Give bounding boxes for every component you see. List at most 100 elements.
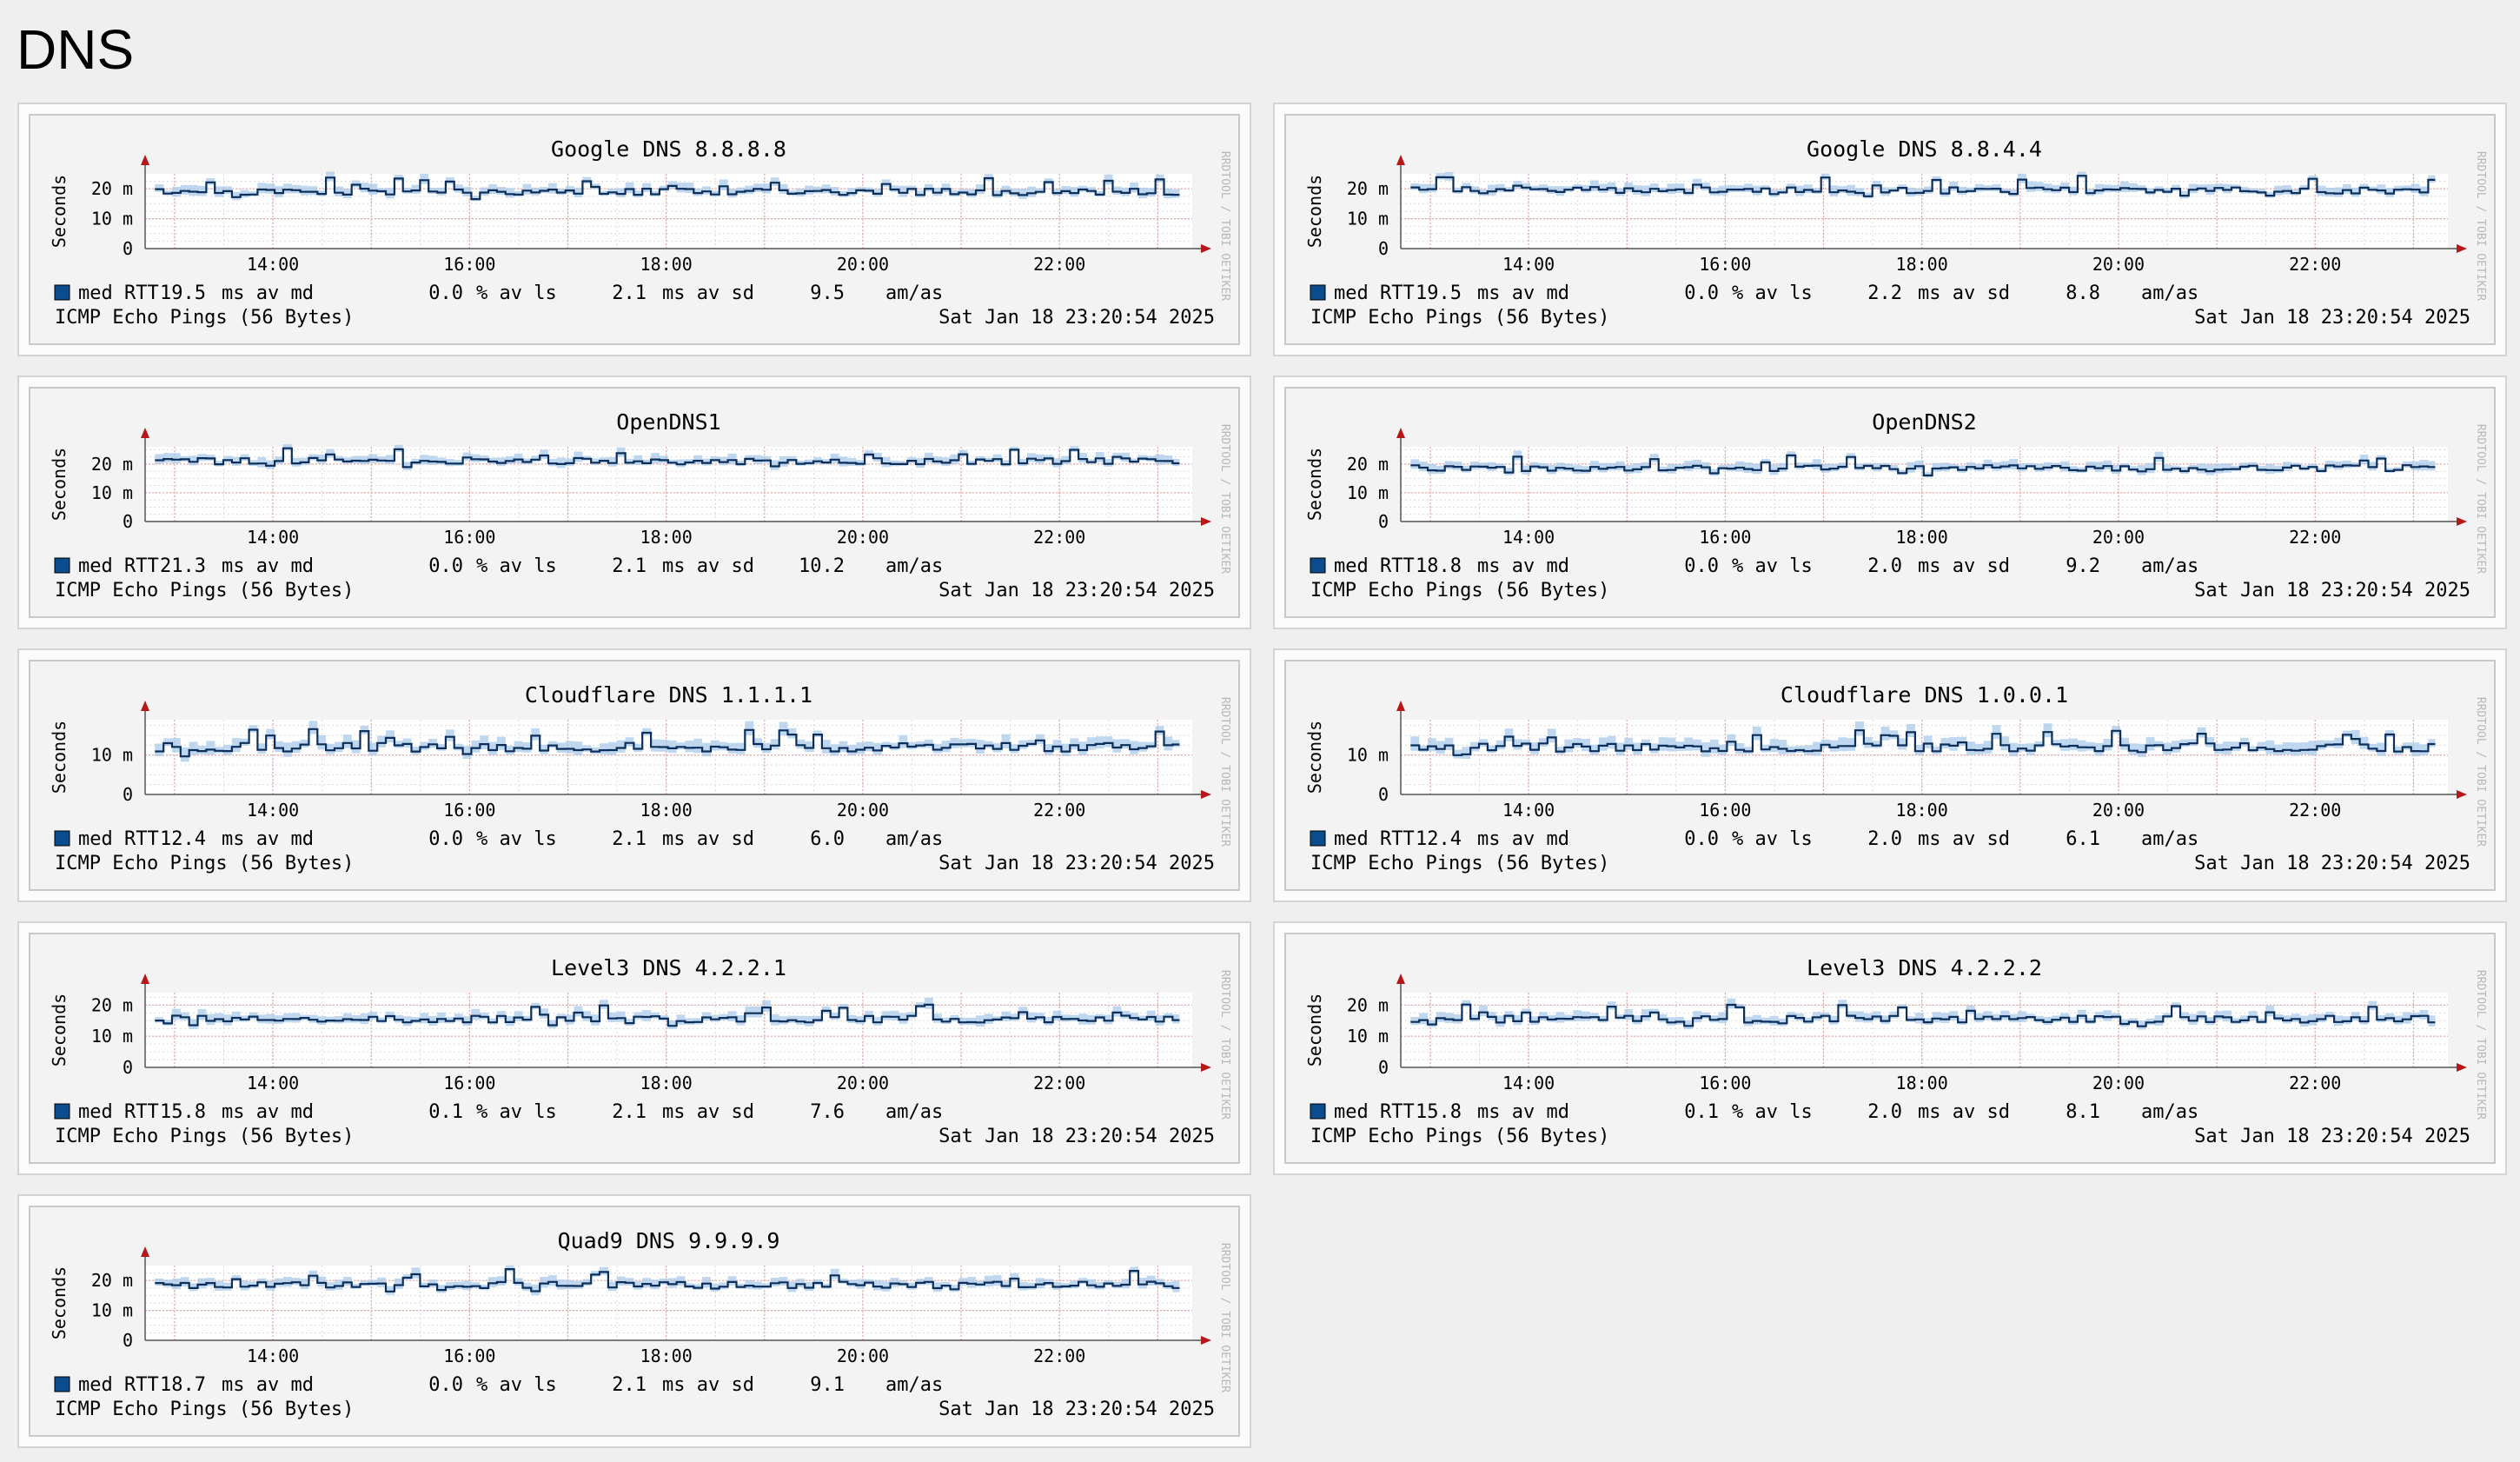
- chart-card[interactable]: 0 10 m 14:00 16:00 18:00 20:00 22:00 Cloudflare…: [17, 648, 1251, 902]
- y-axis-label: Seconds: [1304, 993, 1325, 1067]
- x-tick-label: 18:00: [1896, 800, 1948, 821]
- y-axis-arrow: [141, 155, 149, 165]
- stat-amas-value: 7.6: [810, 1101, 845, 1123]
- y-axis-label: Seconds: [49, 721, 70, 794]
- footer-description: ICMP Echo Pings (56 Bytes): [55, 307, 354, 329]
- chart-card[interactable]: 0 10 m 20 m 14:00 16:00 18:00 20:00 22:00 OpenDN…: [17, 375, 1251, 629]
- chart-title: OpenDNS2: [1872, 409, 1976, 435]
- y-tick-label: 10 m: [91, 482, 133, 503]
- stat-avsd-unit: ms av sd: [662, 1101, 754, 1123]
- footer-timestamp: Sat Jan 18 23:20:54 2025: [938, 853, 1215, 874]
- chart-svg: 0 10 m 20 m 14:00 16:00 18:00 20:00 22:00 Google…: [1284, 114, 2496, 345]
- chart-card[interactable]: 0 10 m 20 m 14:00 16:00 18:00 20:00 22:00 Level3…: [17, 921, 1251, 1175]
- series-line-med-rtt: [155, 1268, 1180, 1293]
- y-tick-label: 0: [1378, 1057, 1389, 1078]
- y-axis-arrow: [1396, 701, 1405, 711]
- stat-avls-value: 0.0: [428, 828, 463, 850]
- stat-avls-value: 0.0: [428, 1374, 463, 1396]
- stat-avls-unit: % av ls: [476, 1101, 557, 1123]
- chart-card[interactable]: 0 10 m 20 m 14:00 16:00 18:00 20:00 22:00 OpenDN…: [1273, 375, 2507, 629]
- x-tick-label: 22:00: [1033, 1073, 1085, 1093]
- x-tick-label: 22:00: [2289, 254, 2341, 275]
- x-tick-label: 18:00: [640, 800, 693, 821]
- y-axis-label: Seconds: [49, 993, 70, 1067]
- x-tick-label: 18:00: [1896, 527, 1948, 548]
- stat-avmd-unit: ms av md: [1477, 1101, 1569, 1123]
- y-tick-label: 0: [123, 1057, 133, 1078]
- chart-title: Cloudflare DNS 1.0.0.1: [1781, 682, 2068, 708]
- legend-series-name: med RTT: [1334, 555, 1415, 577]
- footer-description: ICMP Echo Pings (56 Bytes): [55, 853, 354, 874]
- footer-description: ICMP Echo Pings (56 Bytes): [1310, 580, 1609, 601]
- stat-avmd-value: 18.7: [160, 1374, 206, 1396]
- x-tick-label: 20:00: [2092, 1073, 2145, 1093]
- rrdtool-watermark: RRDTOOL / TOBI OETIKER: [1218, 1243, 1231, 1392]
- chart-card[interactable]: 0 10 m 14:00 16:00 18:00 20:00 22:00 Cloudflare…: [1273, 648, 2507, 902]
- y-tick-label: 10 m: [1347, 745, 1389, 766]
- legend-series-name: med RTT: [78, 282, 159, 304]
- chart-card[interactable]: 0 10 m 20 m 14:00 16:00 18:00 20:00 22:00 Google…: [17, 103, 1251, 356]
- rrdtool-watermark: RRDTOOL / TOBI OETIKER: [2474, 151, 2487, 301]
- x-tick-label: 14:00: [247, 1073, 299, 1093]
- y-axis-label: Seconds: [1304, 175, 1325, 248]
- series-line-med-rtt: [155, 1003, 1180, 1027]
- x-tick-label: 16:00: [1699, 800, 1751, 821]
- legend-series-name: med RTT: [78, 1374, 159, 1396]
- stat-avmd-unit: ms av md: [222, 1101, 314, 1123]
- chart-card[interactable]: 0 10 m 20 m 14:00 16:00 18:00 20:00 22:00 Google…: [1273, 103, 2507, 356]
- series-line-med-rtt: [155, 728, 1180, 758]
- y-tick-label: 0: [123, 238, 133, 259]
- chart-card[interactable]: 0 10 m 20 m 14:00 16:00 18:00 20:00 22:00 Quad9 …: [17, 1194, 1251, 1448]
- x-tick-label: 14:00: [1502, 254, 1555, 275]
- x-tick-label: 14:00: [1502, 1073, 1555, 1093]
- stat-amas-unit: am/as: [2141, 828, 2198, 850]
- series-line-med-rtt: [1410, 175, 2436, 197]
- legend-swatch: [1310, 557, 1326, 574]
- stat-avmd-unit: ms av md: [1477, 828, 1569, 850]
- footer-description: ICMP Echo Pings (56 Bytes): [55, 580, 354, 601]
- stat-avls-value: 0.0: [1684, 282, 1719, 304]
- x-tick-label: 16:00: [443, 254, 495, 275]
- chart-svg: 0 10 m 20 m 14:00 16:00 18:00 20:00 22:00 Quad9 …: [29, 1206, 1240, 1437]
- x-tick-label: 20:00: [837, 800, 889, 821]
- chart-card[interactable]: 0 10 m 20 m 14:00 16:00 18:00 20:00 22:00 Level3…: [1273, 921, 2507, 1175]
- stat-avsd-value: 2.0: [1867, 555, 1902, 577]
- stat-avmd-value: 12.4: [1416, 828, 1462, 850]
- stat-avmd-value: 19.5: [160, 282, 206, 304]
- x-tick-label: 16:00: [443, 800, 495, 821]
- stat-avls-value: 0.0: [1684, 828, 1719, 850]
- stat-avmd-unit: ms av md: [222, 282, 314, 304]
- x-tick-label: 20:00: [837, 254, 889, 275]
- footer-description: ICMP Echo Pings (56 Bytes): [55, 1399, 354, 1420]
- stat-amas-value: 9.1: [810, 1374, 845, 1396]
- legend-series-name: med RTT: [78, 555, 159, 577]
- chart-svg: 0 10 m 14:00 16:00 18:00 20:00 22:00 Cloudflare…: [29, 660, 1240, 891]
- series-line-med-rtt: [1410, 1003, 2436, 1027]
- footer-timestamp: Sat Jan 18 23:20:54 2025: [2194, 580, 2470, 601]
- stat-avls-unit: % av ls: [1732, 555, 1813, 577]
- stat-amas-value: 6.1: [2066, 828, 2100, 850]
- chart-title: Cloudflare DNS 1.1.1.1: [525, 682, 812, 708]
- y-axis-arrow: [141, 701, 149, 711]
- stat-amas-unit: am/as: [885, 1374, 943, 1396]
- x-tick-label: 18:00: [1896, 1073, 1948, 1093]
- y-axis-label: Seconds: [1304, 721, 1325, 794]
- legend-series-name: med RTT: [78, 828, 159, 850]
- stat-amas-unit: am/as: [2141, 1101, 2198, 1123]
- stat-avsd-value: 2.1: [612, 828, 647, 850]
- footer-timestamp: Sat Jan 18 23:20:54 2025: [2194, 853, 2470, 874]
- stat-avmd-value: 19.5: [1416, 282, 1462, 304]
- footer-timestamp: Sat Jan 18 23:20:54 2025: [938, 1126, 1215, 1147]
- footer-timestamp: Sat Jan 18 23:20:54 2025: [938, 580, 1215, 601]
- series-line-med-rtt: [155, 176, 1180, 201]
- y-axis-label: Seconds: [1304, 448, 1325, 521]
- legend-series-name: med RTT: [1334, 828, 1415, 850]
- y-tick-label: 20 m: [91, 178, 133, 199]
- y-tick-label: 0: [1378, 238, 1389, 259]
- stat-amas-unit: am/as: [2141, 282, 2198, 304]
- stat-avsd-value: 2.1: [612, 1101, 647, 1123]
- page-title: DNS: [17, 18, 135, 81]
- stat-avsd-value: 2.0: [1867, 1101, 1902, 1123]
- x-tick-label: 14:00: [247, 800, 299, 821]
- stat-avsd-unit: ms av sd: [662, 1374, 754, 1396]
